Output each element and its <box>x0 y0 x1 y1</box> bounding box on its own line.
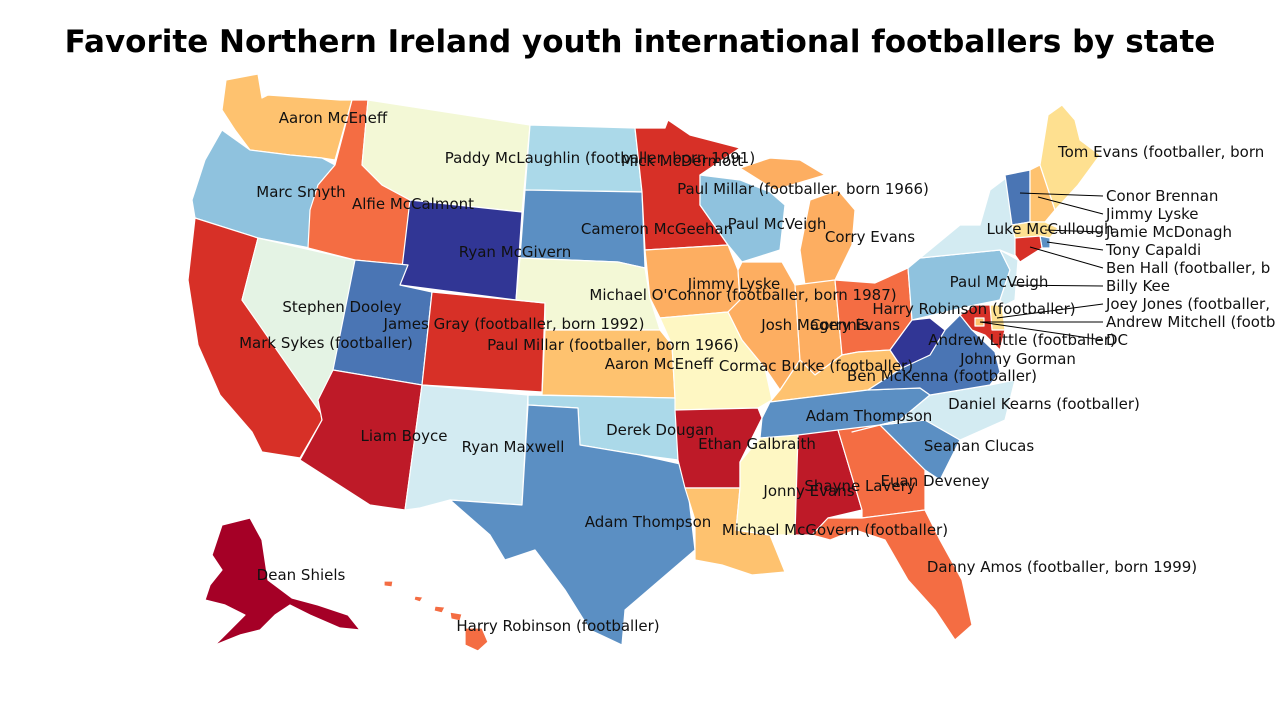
leader-NJ <box>1009 284 1104 287</box>
label-NH: Jimmy Lyske <box>1105 205 1199 223</box>
label-AR: Ethan Galbraith <box>698 435 816 453</box>
label-MI: Corry Evans <box>825 228 915 246</box>
label-WY: Ryan McGivern <box>459 243 571 261</box>
label-FL: Danny Amos (footballer, born 1999) <box>927 558 1197 576</box>
state-MI <box>739 157 856 286</box>
label-CA: Mark Sykes (footballer) <box>239 334 413 352</box>
label-PA: Paul McVeigh <box>950 273 1049 291</box>
label-WV: Andrew Little (footballer) <box>928 331 1116 349</box>
state-WI <box>699 174 786 263</box>
leader-VT <box>1019 192 1104 197</box>
label-ND: Mick McDermott <box>621 152 743 170</box>
label-SC: Seanan Clucas <box>924 437 1035 455</box>
label-CT: Ben Hall (footballer, b <box>1106 259 1270 277</box>
label-WA: Aaron McEneff <box>279 109 388 127</box>
map-title: Favorite Northern Ireland youth internat… <box>65 24 1216 60</box>
label-TN: Adam Thompson <box>806 407 933 425</box>
label-OK: Derek Dougan <box>606 421 714 439</box>
label-TX: Adam Thompson <box>585 513 712 531</box>
leader-RI <box>1046 241 1104 251</box>
label-KY: Ben McKenna (footballer) <box>847 367 1037 385</box>
label-ME: Tom Evans (footballer, born <box>1057 143 1264 161</box>
leader-NH <box>1037 196 1104 215</box>
label-OR: Marc Smyth <box>256 183 345 201</box>
label-MS: Jonny Evans <box>762 482 854 500</box>
label-NE: Michael O'Connor (footballer, born 1987) <box>589 286 896 304</box>
label-MN: Paul Millar (footballer, born 1966) <box>677 180 929 198</box>
state-TX <box>449 404 696 646</box>
label-SD: Cameron McGeehan <box>581 220 733 238</box>
label-KS: Aaron McEneff <box>605 355 714 373</box>
label-MT: Paddy McLaughlin (footballer, born 1991) <box>445 149 755 167</box>
label-RI: Tony Capaldi <box>1105 241 1201 259</box>
label-DC: DC <box>1106 331 1128 349</box>
label-AK: Dean Shiels <box>257 566 346 584</box>
state-DC <box>974 317 985 327</box>
state-FL <box>811 509 973 641</box>
leader-CT <box>1029 246 1104 269</box>
label-WI: Paul McVeigh <box>728 215 827 233</box>
label-UT: James Gray (footballer, born 1992) <box>383 315 645 333</box>
label-IL: Josh Magennis <box>760 316 869 334</box>
label-GA: Euan Deveney <box>881 472 990 490</box>
label-MA: Jamie McDonagh <box>1105 223 1232 241</box>
label-IA: Jimmy Lyske <box>687 275 781 293</box>
label-MD: Andrew Mitchell (footb <box>1106 313 1275 331</box>
state-HI <box>383 580 489 652</box>
state-MD <box>959 304 1006 351</box>
label-ID: Alfie McCalmont <box>352 195 474 213</box>
label-VA: Johnny Gorman <box>959 350 1076 368</box>
label-HI: Harry Robinson (footballer) <box>456 617 659 635</box>
state-ME <box>1039 104 1101 211</box>
label-NV: Stephen Dooley <box>282 298 401 316</box>
state-WA <box>221 73 353 161</box>
leader-DC <box>979 321 1104 341</box>
label-AL: Shayne Lavery <box>804 477 915 495</box>
label-AZ: Liam Boyce <box>361 427 448 445</box>
label-NC: Daniel Kearns (footballer) <box>948 395 1140 413</box>
leader-DE <box>996 303 1104 319</box>
label-NM: Ryan Maxwell <box>462 438 565 456</box>
label-DE: Joey Jones (footballer, <box>1105 295 1270 313</box>
label-CO: Paul Millar (footballer, born 1966) <box>487 336 739 354</box>
label-LA: Michael McGovern (footballer) <box>722 521 948 539</box>
label-MO: Cormac Burke (footballer) <box>719 357 913 375</box>
label-NJ: Billy Kee <box>1106 277 1170 295</box>
label-VT: Conor Brennan <box>1106 187 1218 205</box>
state-CT <box>1014 235 1043 263</box>
label-NY: Luke McCullough <box>987 220 1114 238</box>
label-OH: Harry Robinson (footballer) <box>872 300 1075 318</box>
state-AK <box>204 517 361 646</box>
leader-MA <box>1044 229 1104 233</box>
state-IL <box>727 261 801 391</box>
label-IN: Corry Evans <box>810 316 900 334</box>
